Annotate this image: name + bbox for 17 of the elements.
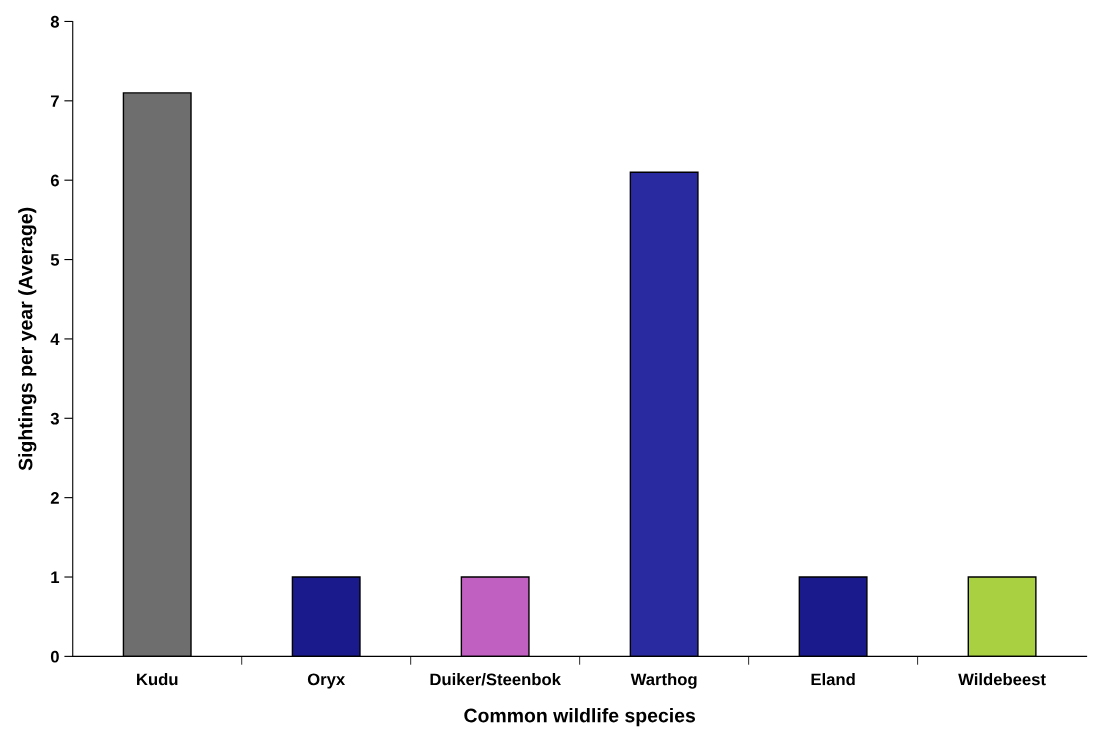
x-axis-title: Common wildlife species — [464, 708, 696, 727]
y-tick-label: 1 — [51, 571, 60, 584]
x-tick-label: Eland — [811, 673, 855, 686]
y-tick-label: 6 — [50, 174, 59, 187]
x-tick-label: Oryx — [307, 673, 346, 689]
y-tick-label: 4 — [50, 333, 60, 345]
y-tick-label: 3 — [50, 412, 59, 425]
y-tick-label: 7 — [50, 95, 59, 107]
x-tick-label: Duiker/Steenbok — [430, 673, 561, 686]
y-tick-label: 0 — [50, 650, 59, 663]
y-tick-label: 8 — [50, 15, 60, 28]
x-tick-label: Wildebeest — [958, 673, 1046, 686]
y-tick-label: 5 — [50, 254, 60, 266]
y-tick-label: 2 — [50, 492, 59, 504]
x-tick-label: Warthog — [630, 673, 697, 689]
x-tick-label: Kudu — [137, 673, 178, 686]
y-axis-title: Sightings per year (Average) — [18, 207, 37, 471]
